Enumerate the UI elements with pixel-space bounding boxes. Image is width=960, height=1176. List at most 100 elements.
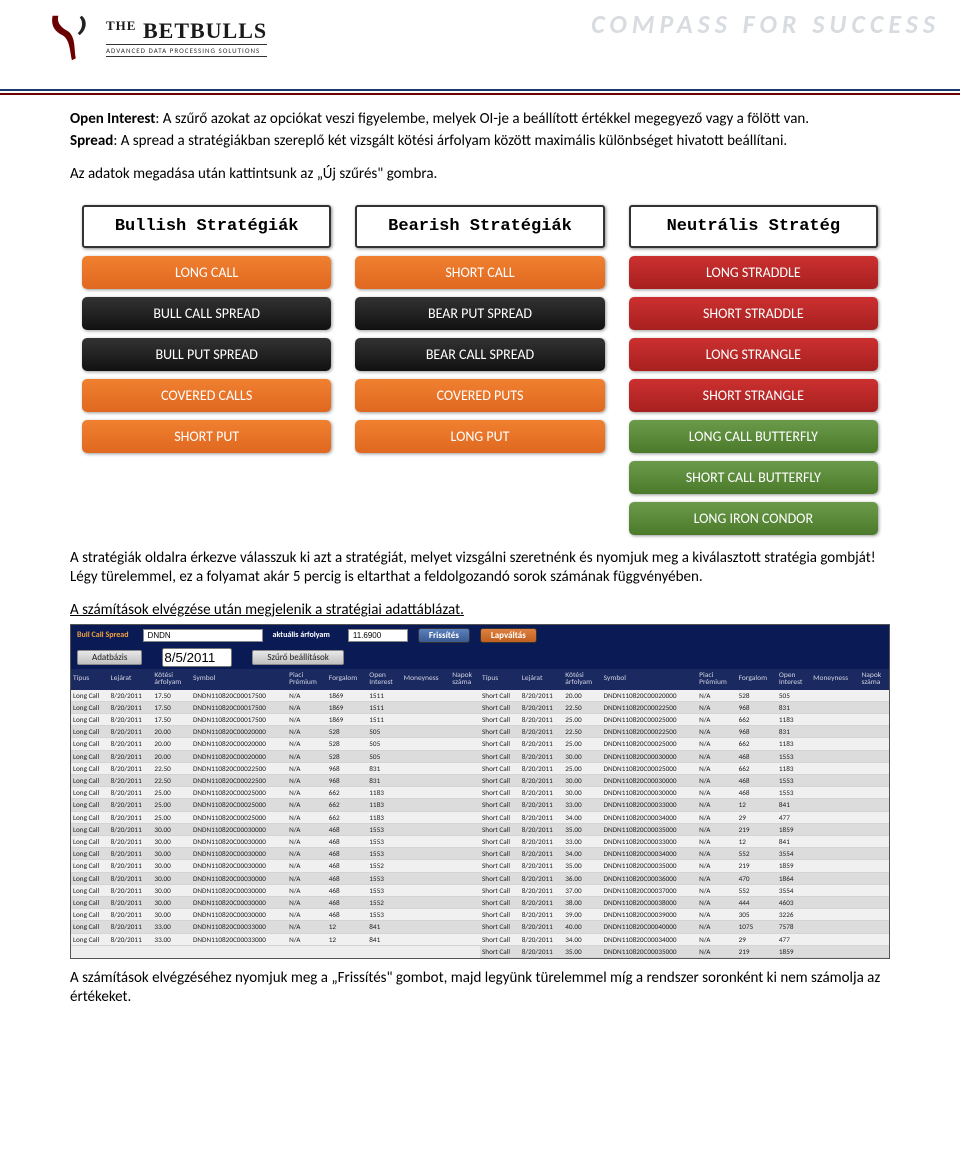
para-strategy-select: A stratégiák oldalra érkezve válasszuk k…: [70, 549, 890, 587]
ticker-input[interactable]: [143, 629, 263, 642]
table-row: Long Call8/20/201120.00DNDN110820C000200…: [71, 750, 480, 762]
strategy-button[interactable]: LONG IRON CONDOR: [629, 502, 878, 535]
strategy-name-label: Bull Call Spread: [77, 631, 129, 639]
column-header: Symbol: [191, 669, 287, 690]
column-header: Forgalom: [737, 669, 777, 690]
table-row: Short Call8/20/201135.00DNDN110820C00035…: [480, 945, 889, 957]
column-header: Moneyness: [402, 669, 451, 690]
para-after-calc: A számítások elvégzése után megjelenik a…: [70, 601, 890, 620]
strategy-button[interactable]: BULL CALL SPREAD: [82, 297, 331, 330]
price-input[interactable]: [348, 629, 408, 642]
table-row: Long Call8/20/201130.00DNDN110820C000300…: [71, 835, 480, 847]
table-row: Long Call8/20/201125.00DNDN110820C000250…: [71, 799, 480, 811]
column-header: Napokszáma: [450, 669, 480, 690]
strategy-button[interactable]: BEAR CALL SPREAD: [355, 338, 604, 371]
column-header: PiaciPrémium: [697, 669, 736, 690]
table-row: Short Call8/20/201139.00DNDN110820C00039…: [480, 909, 889, 921]
strategy-button[interactable]: LONG STRADDLE: [629, 256, 878, 289]
column-header: OpenInterest: [777, 669, 811, 690]
table-row: Long Call8/20/201120.00DNDN110820C000200…: [71, 726, 480, 738]
table-row: Long Call8/20/201120.00DNDN110820C000200…: [71, 738, 480, 750]
strategy-button[interactable]: LONG CALL BUTTERFLY: [629, 420, 878, 453]
strategy-button[interactable]: LONG PUT: [355, 420, 604, 453]
table-row: Short Call8/20/201135.00DNDN110820C00035…: [480, 823, 889, 835]
logo-block: THE BETBULLS ADVANCED DATA PROCESSING SO…: [40, 8, 960, 66]
table-row: Long Call8/20/201130.00DNDN110820C000300…: [71, 909, 480, 921]
column-header: Lejárat: [520, 669, 564, 690]
strategy-grid: Bullish StratégiákBearish StratégiákNeut…: [70, 201, 890, 539]
para-spread: Spread: A spread a stratégiákban szerepl…: [70, 132, 890, 151]
column-header: Lejárat: [109, 669, 153, 690]
table-row: Long Call8/20/201125.00DNDN110820C000250…: [71, 811, 480, 823]
table-row: Long Call8/20/201117.50DNDN110820C000175…: [71, 701, 480, 713]
table-row: Long Call8/20/201125.00DNDN110820C000250…: [71, 787, 480, 799]
table-row: Long Call8/20/201130.00DNDN110820C000300…: [71, 848, 480, 860]
strategy-button[interactable]: SHORT STRANGLE: [629, 379, 878, 412]
logo-subtitle: ADVANCED DATA PROCESSING SOLUTIONS: [106, 44, 267, 57]
table-row: Short Call8/20/201130.00DNDN110820C00030…: [480, 774, 889, 786]
table-row: Long Call8/20/201130.00DNDN110820C000300…: [71, 860, 480, 872]
short-call-table: TípusLejáratKötésiárfolyamSymbolPiaciPré…: [480, 669, 889, 958]
table-row: Long Call8/20/201117.50DNDN110820C000175…: [71, 713, 480, 725]
strategy-button[interactable]: COVERED PUTS: [355, 379, 604, 412]
table-row: Short Call8/20/201134.00DNDN110820C00034…: [480, 848, 889, 860]
table-row: Short Call8/20/201130.00DNDN110820C00030…: [480, 750, 889, 762]
strategy-button[interactable]: SHORT CALL BUTTERFLY: [629, 461, 878, 494]
header-rules: [0, 89, 960, 95]
table-row: Short Call8/20/201134.00DNDN110820C00034…: [480, 933, 889, 945]
column-header: PiaciPrémium: [287, 669, 327, 690]
strategy-button[interactable]: LONG STRANGLE: [629, 338, 878, 371]
options-subtoolbar: Adatbázis Szűrő beállítások: [71, 646, 889, 669]
table-row: Short Call8/20/201134.00DNDN110820C00034…: [480, 811, 889, 823]
para-refresh-note: A számítások elvégzéséhez nyomjuk meg a …: [70, 969, 890, 1007]
table-row: Short Call8/20/201133.00DNDN110820C00033…: [480, 799, 889, 811]
table-row: Short Call8/20/201130.00DNDN110820C00030…: [480, 787, 889, 799]
table-row: Long Call8/20/201130.00DNDN110820C000300…: [71, 872, 480, 884]
logo-title: THE BETBULLS: [106, 18, 267, 44]
strategy-button[interactable]: SHORT PUT: [82, 420, 331, 453]
strategy-button[interactable]: SHORT STRADDLE: [629, 297, 878, 330]
column-header: Forgalom: [327, 669, 368, 690]
table-row: Long Call8/20/201133.00DNDN110820C000330…: [71, 933, 480, 945]
table-row: Short Call8/20/201122.50DNDN110820C00022…: [480, 701, 889, 713]
strategy-button[interactable]: COVERED CALLS: [82, 379, 331, 412]
column-header: OpenInterest: [367, 669, 401, 690]
column-header: Típus: [480, 669, 520, 690]
para-newfilter: Az adatok megadása után kattintsunk az „…: [70, 165, 890, 184]
switch-button[interactable]: Lapváltás: [480, 628, 537, 643]
strategy-button[interactable]: BEAR PUT SPREAD: [355, 297, 604, 330]
price-label: aktuális árfolyam: [273, 631, 330, 639]
db-tab[interactable]: Adatbázis: [77, 650, 142, 665]
strategy-button[interactable]: LONG CALL: [82, 256, 331, 289]
refresh-button[interactable]: Frissítés: [418, 628, 470, 643]
table-row: Long Call8/20/201130.00DNDN110820C000300…: [71, 823, 480, 835]
para-open-interest: Open Interest: A szűrő azokat az opcióka…: [70, 110, 890, 129]
table-row: Short Call8/20/201122.50DNDN110820C00022…: [480, 726, 889, 738]
options-toolbar: Bull Call Spread aktuális árfolyam Friss…: [71, 625, 889, 646]
column-header: Symbol: [602, 669, 698, 690]
table-row: Long Call8/20/201130.00DNDN110820C000300…: [71, 896, 480, 908]
table-row: Long Call8/20/201133.00DNDN110820C000330…: [71, 921, 480, 933]
table-row: Short Call8/20/201120.00DNDN110820C00020…: [480, 690, 889, 702]
table-row: Short Call8/20/201125.00DNDN110820C00025…: [480, 762, 889, 774]
table-row: Short Call8/20/201136.00DNDN110820C00036…: [480, 872, 889, 884]
column-header: Kötésiárfolyam: [152, 669, 191, 690]
table-row: Short Call8/20/201135.00DNDN110820C00035…: [480, 860, 889, 872]
page-header: COMPASS FOR SUCCESS THE BETBULLS ADVANCE…: [0, 0, 960, 85]
column-header: Típus: [71, 669, 109, 690]
filter-settings-tab[interactable]: Szűrő beállítások: [252, 650, 343, 665]
strategy-button[interactable]: BULL PUT SPREAD: [82, 338, 331, 371]
table-row: Long Call8/20/201130.00DNDN110820C000300…: [71, 884, 480, 896]
table-row: Short Call8/20/201125.00DNDN110820C00025…: [480, 738, 889, 750]
column-header: Napokszáma: [859, 669, 889, 690]
table-row: Short Call8/20/201137.00DNDN110820C00037…: [480, 884, 889, 896]
strategy-column-header: Bullish Stratégiák: [82, 205, 331, 248]
table-row: Short Call8/20/201140.00DNDN110820C00040…: [480, 921, 889, 933]
table-row: Long Call8/20/201122.50DNDN110820C000225…: [71, 774, 480, 786]
table-row: Short Call8/20/201138.00DNDN110820C00038…: [480, 896, 889, 908]
table-row: Long Call8/20/201122.50DNDN110820C000225…: [71, 762, 480, 774]
date-input[interactable]: [162, 648, 232, 667]
strategy-button[interactable]: SHORT CALL: [355, 256, 604, 289]
column-header: Moneyness: [811, 669, 859, 690]
strategy-column-header: Bearish Stratégiák: [355, 205, 604, 248]
